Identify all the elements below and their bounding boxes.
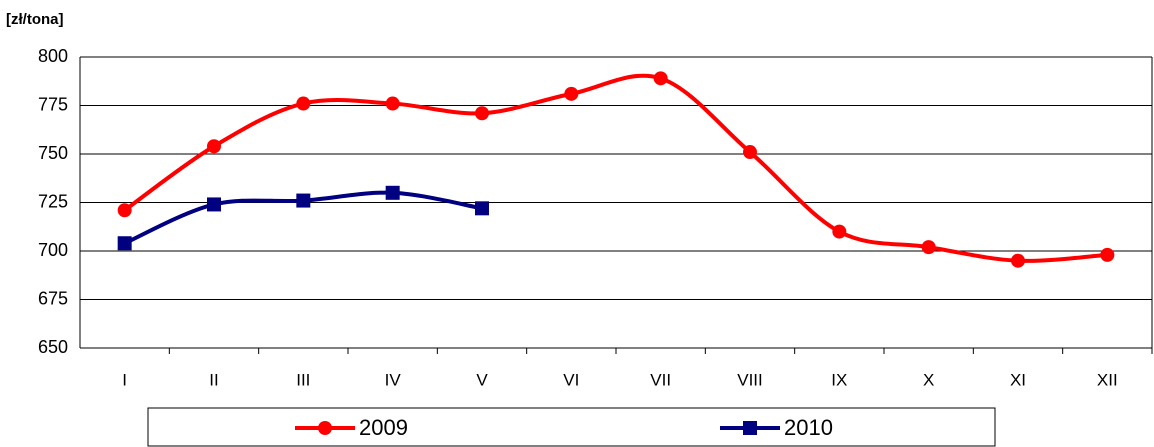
x-tick-label: III: [296, 370, 310, 389]
marker: [207, 139, 221, 154]
x-tick-label: IV: [385, 370, 402, 389]
marker: [117, 236, 132, 251]
y-tick-label: 675: [38, 288, 68, 308]
marker: [296, 96, 311, 111]
marker: [1100, 247, 1115, 262]
marker: [475, 201, 489, 216]
x-tick-label: II: [209, 370, 218, 389]
marker: [921, 240, 936, 255]
y-tick-label: 775: [38, 94, 68, 114]
y-axis-label: [zł/tona]: [6, 11, 64, 28]
marker: [564, 86, 579, 101]
y-tick-label: 800: [38, 46, 68, 66]
y-tick-label: 750: [38, 143, 68, 163]
marker: [475, 106, 489, 121]
x-tick-label: VII: [650, 370, 671, 389]
y-tick-label: 700: [38, 240, 68, 260]
x-tick-label: VI: [563, 370, 579, 389]
x-tick-label: XII: [1097, 370, 1118, 389]
marker: [743, 145, 757, 160]
legend-marker: [318, 421, 332, 435]
x-tick-label: V: [476, 370, 488, 389]
legend-label: 2010: [784, 415, 833, 440]
x-tick-label: I: [122, 370, 127, 389]
legend-label: 2009: [359, 415, 408, 440]
series-line: [123, 73, 1108, 263]
marker: [385, 185, 400, 200]
marker: [1011, 253, 1025, 268]
marker: [296, 193, 311, 208]
legend-marker: [743, 421, 757, 435]
y-tick-label: 650: [38, 337, 68, 357]
x-tick-label: IX: [831, 370, 847, 389]
marker: [207, 197, 221, 212]
marker: [117, 203, 132, 218]
x-tick-label: XI: [1010, 370, 1026, 389]
marker: [385, 96, 400, 111]
marker: [832, 224, 847, 239]
x-tick-label: VIII: [737, 370, 763, 389]
x-tick-label: X: [923, 370, 934, 389]
y-tick-label: 725: [38, 191, 68, 211]
legend-box: [147, 407, 996, 447]
marker: [653, 71, 668, 86]
